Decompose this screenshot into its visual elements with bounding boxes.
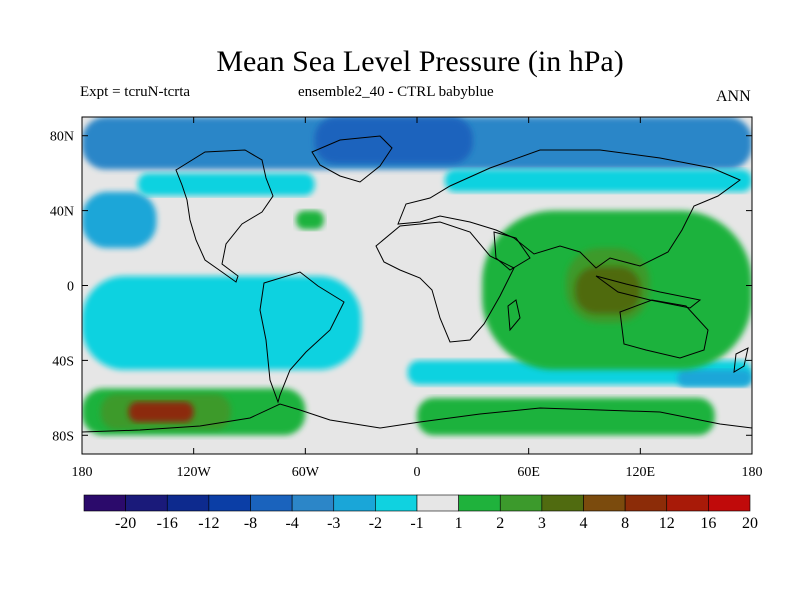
colorbar-label: 1 [455,515,463,532]
coastline-eurasia [397,149,742,269]
x-tick-label: 120W [177,465,212,480]
colorbar-swatch [83,494,126,512]
colorbar-swatch [458,494,501,512]
colorbar-label: 2 [496,515,504,532]
coastlines [82,135,752,433]
colorbar-swatch [541,494,584,512]
field-region-tropical-pacific-low [82,276,362,370]
colorbar-swatch [291,494,335,512]
colorbar-label: -2 [369,515,382,532]
colorbar-label: 20 [742,515,758,532]
coastline-antarctica [82,403,752,433]
colorbar-swatch [166,494,210,512]
colorbar-label: -1 [410,515,423,532]
x-tick-label: 180 [72,465,93,480]
colorbar-swatch [375,494,418,512]
season-label: ANN [716,88,751,105]
colorbar-swatch [416,494,459,512]
field-region-antarctic-coast-high [417,397,715,436]
coastline-maritime-continent [595,275,702,309]
colorbar-swatch [125,494,168,512]
colorbar: -20 -16 -12 -8 -4 -3 -2 -1 1 2 3 4 8 12 16 20 [83,494,758,532]
y-tick-label: 40S [52,354,74,369]
colorbar-swatch [333,494,376,512]
x-tick-label: 60W [292,465,320,480]
field-region-atlantic-high-spot [296,210,324,230]
colorbar-label: -12 [198,515,219,532]
coastline-south-america [259,271,345,404]
colorbar-label: -4 [285,515,298,532]
pressure-field [82,117,752,436]
colorbar-swatch [624,494,668,512]
x-tick-label: 60E [517,465,540,480]
colorbar-label: -16 [157,515,178,532]
axis-ticks: 180 120W 60W 0 60E 120E 180 80N 40N 0 40S 80S [50,117,763,480]
coastline-africa [375,221,515,343]
coastline-north-america [175,149,274,283]
colorbar-label: -20 [115,515,136,532]
colorbar-swatch [666,494,709,512]
colorbar-label: -3 [327,515,340,532]
colorbar-swatch [499,494,543,512]
coastline-greenland [311,135,393,183]
coastline-new-zealand [733,347,749,373]
colorbar-label: 8 [621,515,629,532]
colorbar-swatch [250,494,293,512]
colorbar-swatch [208,494,251,512]
x-tick-label: 180 [742,465,763,480]
coastline-madagascar [507,299,521,332]
ensemble-label: ensemble2_40 - CTRL babyblue [298,84,494,100]
coastline-arabia [493,231,531,271]
field-region-south-pacific-antarctic-high-core [128,401,194,423]
colorbar-label: 16 [700,515,716,532]
colorbar-swatch [583,494,626,512]
x-tick-label: 120E [626,465,656,480]
field-region-indo-pacific-high-core [575,266,641,314]
y-tick-label: 0 [67,280,74,295]
colorbar-label: 12 [659,515,675,532]
field-region-north-america-band [137,173,315,196]
experiment-label: Expt = tcruN-tcrta [80,84,191,100]
colorbar-label: -8 [244,515,257,532]
field-region-south-pacific-low-core [677,369,752,387]
chart-title: Mean Sea Level Pressure (in hPa) [216,45,624,78]
y-tick-label: 40N [50,205,74,220]
coastline-australia [619,299,709,359]
colorbar-swatch [708,494,751,512]
y-tick-label: 80N [50,130,74,145]
field-region-europe-siberia-band [444,169,752,192]
x-tick-label: 0 [414,465,421,480]
colorbar-label: 3 [538,515,546,532]
colorbar-label: 4 [580,515,588,532]
field-region-north-atlantic-low-core [314,117,473,164]
y-tick-label: 80S [52,429,74,444]
field-region-north-pacific-low [82,191,157,249]
